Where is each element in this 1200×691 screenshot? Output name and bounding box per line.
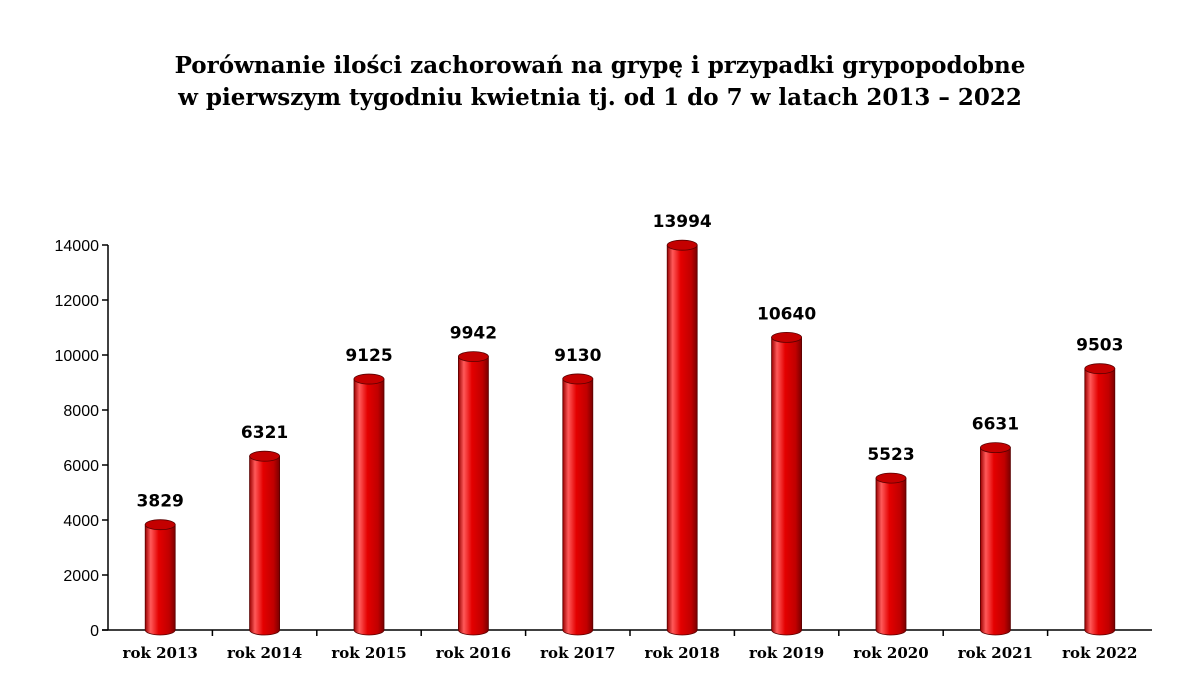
- y-tick-label: 8000: [63, 403, 99, 420]
- bar-top: [562, 373, 594, 385]
- y-tick-label: 14000: [55, 238, 100, 255]
- bar-body: [666, 244, 698, 636]
- bar: [666, 239, 698, 636]
- bar: [457, 351, 489, 636]
- bar-top: [144, 519, 176, 531]
- bars: [144, 239, 1116, 636]
- y-tick-label: 2000: [63, 568, 99, 585]
- axes: 0 2000 4000 6000 8000 10000 12000 14000: [55, 238, 1152, 640]
- x-tick-label: rok 2015: [331, 644, 406, 662]
- bar-body: [562, 378, 594, 636]
- bar-body: [980, 447, 1011, 636]
- chart-title-line-1: Porównanie ilości zachorowań na grypę i …: [174, 52, 1026, 79]
- bar-top: [666, 239, 698, 251]
- bar-top: [875, 472, 907, 484]
- data-label: 3829: [137, 492, 184, 512]
- bar-body: [771, 337, 802, 636]
- y-tick-label: 4000: [63, 513, 99, 530]
- y-tick-label: 6000: [63, 458, 99, 475]
- y-tick-label: 10000: [55, 348, 100, 365]
- bar-body: [1084, 368, 1116, 636]
- bar-body: [875, 477, 907, 636]
- x-tick-label: rok 2021: [958, 644, 1033, 662]
- bar: [1084, 363, 1116, 636]
- bar-body: [353, 378, 385, 636]
- data-label: 10640: [757, 304, 816, 324]
- data-label: 9942: [450, 324, 497, 344]
- x-tick-label: rok 2014: [227, 644, 302, 662]
- data-label: 13994: [653, 212, 712, 232]
- data-label: 9130: [554, 346, 601, 366]
- x-tick-label: rok 2018: [645, 644, 720, 662]
- bar: [980, 442, 1011, 636]
- x-tick-label: rok 2020: [853, 644, 928, 662]
- x-tick-label: rok 2022: [1062, 644, 1137, 662]
- bar-body: [249, 455, 280, 636]
- bar: [353, 373, 385, 636]
- bar-top: [771, 331, 802, 343]
- data-label: 9503: [1076, 336, 1123, 356]
- bar-top: [353, 373, 385, 385]
- bar: [249, 450, 281, 636]
- bar-body: [458, 356, 489, 636]
- x-tick-label: rok 2017: [540, 644, 615, 662]
- bar-top: [249, 450, 281, 462]
- chart-title: Porównanie ilości zachorowań na grypę i …: [0, 50, 1200, 114]
- bar: [144, 519, 176, 636]
- data-label: 6321: [241, 423, 288, 443]
- data-label: 5523: [867, 445, 914, 465]
- x-tick-label: rok 2013: [123, 644, 198, 662]
- bar-top: [1084, 363, 1116, 375]
- bar: [875, 472, 907, 636]
- y-tick-label: 12000: [55, 293, 100, 310]
- bar: [771, 331, 802, 636]
- x-tick-label: rok 2016: [436, 644, 511, 662]
- labels: 3829 rok 2013 6321 rok 2014 9125 rok 2015 9942…: [123, 212, 1138, 662]
- bar-top: [457, 351, 489, 362]
- data-label: 6631: [972, 415, 1019, 435]
- x-tick-label: rok 2019: [749, 644, 824, 662]
- bar-top: [980, 442, 1011, 454]
- y-tick-label: 0: [90, 623, 99, 640]
- bar: [562, 373, 594, 636]
- bar-body: [144, 524, 176, 636]
- data-label: 9125: [345, 346, 392, 366]
- chart-title-line-2: w pierwszym tygodniu kwietnia tj. od 1 d…: [178, 84, 1022, 111]
